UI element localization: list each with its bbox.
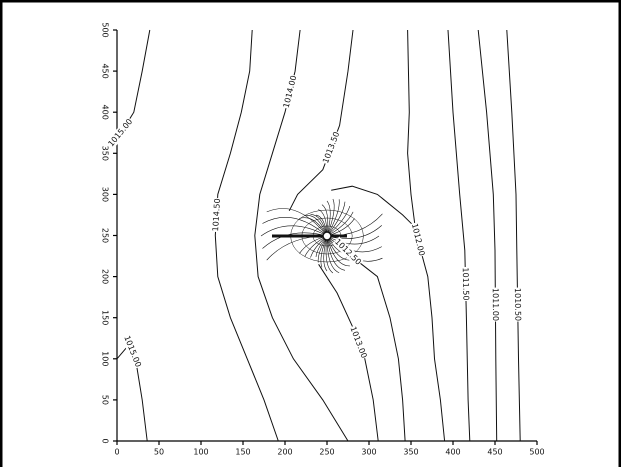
y-tick-label: 0 [101,438,110,443]
vortex-ray [326,235,380,245]
x-tick-label: 250 [319,448,334,457]
contour-label: 1010.50 [513,288,523,321]
contour-label-bg [281,73,299,110]
x-tick-label: 150 [235,448,250,457]
y-tick-label: 150 [101,310,110,325]
y-tick-label: 250 [101,228,110,243]
vortex-ray [326,235,382,253]
contour-label-group: 1010.50 [512,287,523,322]
contour-label-bg [460,266,472,302]
x-tick-label: 500 [529,448,544,457]
x-tick-label: 350 [403,448,418,457]
contour-line [214,29,279,442]
contour-label-bg [347,324,370,361]
x-tick-label: 50 [154,448,164,457]
contour-label-bg [512,287,523,322]
vortex-ray [325,235,334,274]
contour-label-group: 1011.00 [490,287,501,322]
x-tick-label: 200 [277,448,292,457]
x-tick-label: 400 [445,448,460,457]
contour-line [447,29,471,442]
contour-label: 1011.00 [491,288,500,321]
vortex-ray [262,232,328,249]
contour-label-bg [320,129,342,166]
y-tick-label: 350 [101,146,110,161]
contour-line [331,185,416,228]
y-tick-label: 450 [101,63,110,78]
contour-label: 1011.50 [461,267,471,300]
vortex-center [322,231,332,241]
y-tick-label: 300 [101,187,110,202]
contour-label-bg [332,236,364,268]
contour-line [477,29,498,442]
contour-label-bg [210,197,223,233]
vortex-ray [326,235,350,267]
contour-label-group: 1011.50 [460,266,472,302]
y-tick-label: 50 [101,395,110,405]
contour-label: 1014.50 [211,198,222,232]
x-tick-label: 450 [487,448,502,457]
contour-label-bg [409,221,427,258]
y-tick-label: 100 [101,351,110,366]
vortex-ray [326,235,340,273]
contour-label-group: 1014.50 [210,197,223,233]
contour-line [506,29,521,442]
x-tick-label: 300 [361,448,376,457]
x-tick-label: 0 [114,448,119,457]
x-tick-label: 100 [193,448,208,457]
y-tick-label: 500 [101,22,110,37]
contour-label-bg [490,287,501,322]
contour-label-bg [121,333,144,370]
vortex-ray [266,208,328,237]
vortex-ray [326,235,346,271]
y-tick-label: 400 [101,105,110,120]
vortex-ray [260,225,328,237]
y-tick-label: 200 [101,269,110,284]
vortex [260,198,383,274]
vortex-ray [262,217,328,237]
contour-label-bg [105,116,135,150]
